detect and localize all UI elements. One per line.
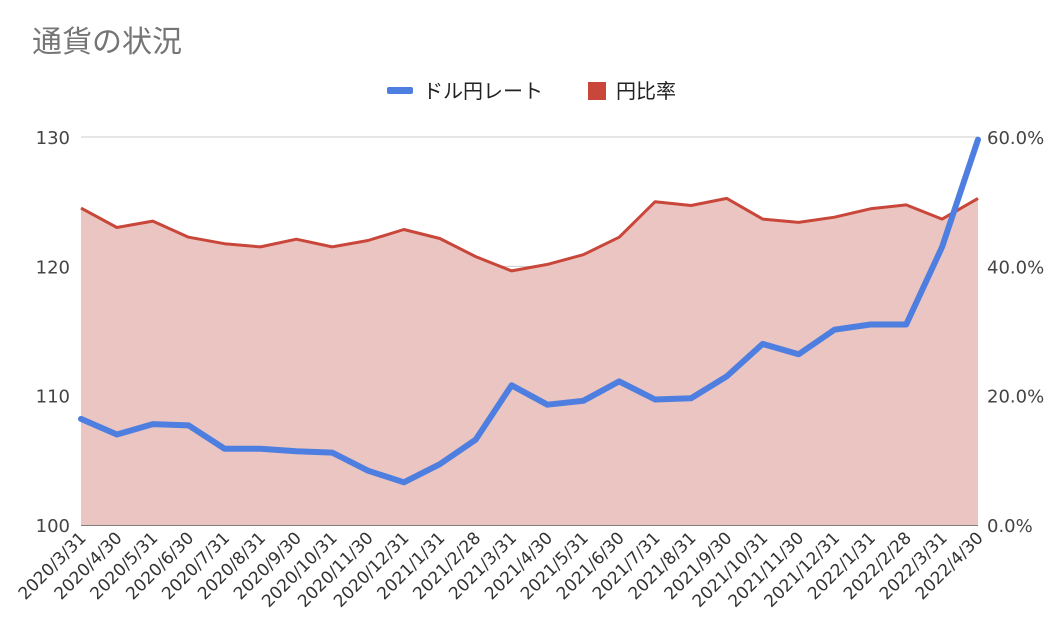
yen-ratio-area-series bbox=[80, 196, 979, 525]
left-tick-label: 100 bbox=[36, 516, 70, 537]
usdjpy-line-series bbox=[78, 136, 981, 486]
yen-ratio-line bbox=[80, 196, 979, 273]
legend-label-usdjpy: ドル円レート bbox=[423, 79, 543, 103]
right-tick-label: 20.0% bbox=[987, 387, 1044, 408]
legend-label-yen-ratio: 円比率 bbox=[616, 79, 676, 103]
right-tick-label: 40.0% bbox=[987, 257, 1044, 278]
legend: ドル円レート 円比率 bbox=[387, 79, 676, 103]
right-tick-label: 0.0% bbox=[987, 516, 1033, 537]
chart-title: 通貨の状況 bbox=[32, 25, 182, 60]
usdjpy-line bbox=[78, 136, 981, 486]
left-tick-label: 110 bbox=[36, 387, 70, 408]
right-axis-ticks: 0.0% 20.0% 40.0% 60.0% bbox=[987, 128, 1044, 537]
yen-ratio-area-fill bbox=[81, 198, 978, 525]
x-axis-ticks: 2020/3/312020/4/302020/5/312020/6/302020… bbox=[15, 528, 988, 611]
right-tick-label: 60.0% bbox=[987, 128, 1044, 149]
legend-swatch-yen-ratio bbox=[588, 82, 606, 100]
left-tick-label: 130 bbox=[36, 128, 70, 149]
legend-swatch-usdjpy bbox=[387, 87, 413, 94]
left-axis-ticks: 100 110 120 130 bbox=[36, 128, 70, 537]
left-tick-label: 120 bbox=[36, 257, 70, 278]
